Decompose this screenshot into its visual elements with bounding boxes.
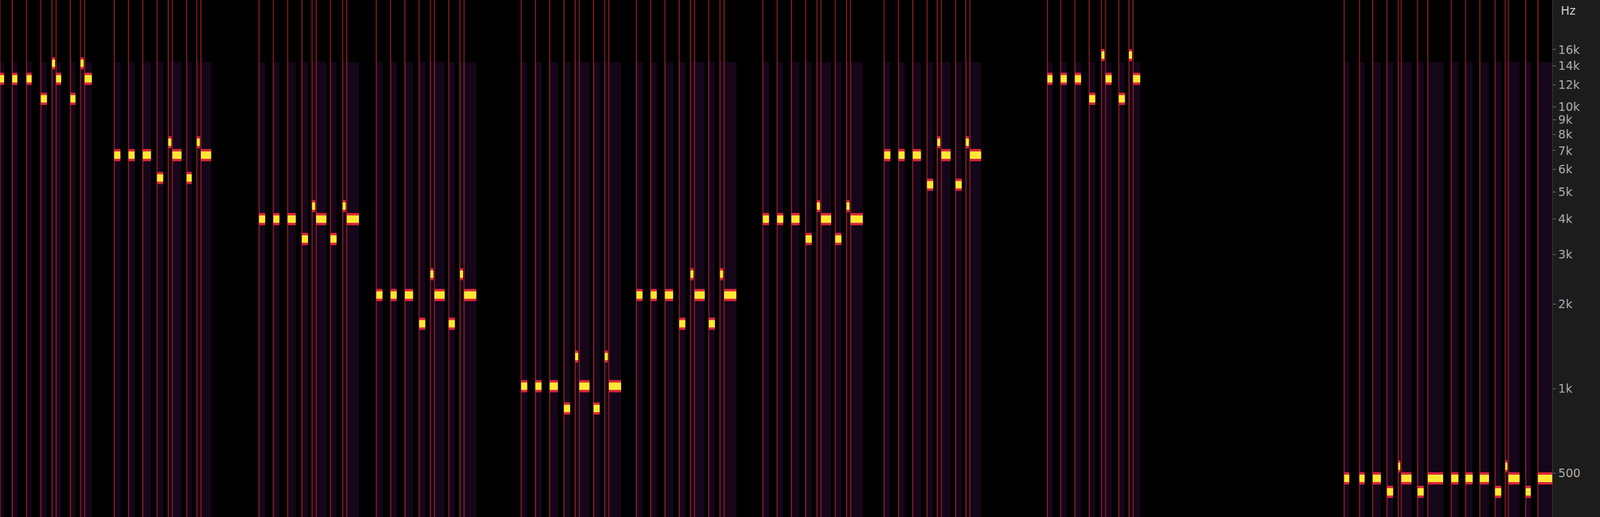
svg-text:3k: 3k — [1558, 247, 1573, 261]
svg-text:5k: 5k — [1558, 184, 1573, 199]
svg-text:2k: 2k — [1558, 297, 1573, 311]
svg-text:6k: 6k — [1558, 162, 1573, 176]
svg-text:16k: 16k — [1558, 42, 1580, 57]
svg-text:10k: 10k — [1558, 99, 1580, 114]
svg-text:500: 500 — [1558, 466, 1581, 480]
svg-text:1k: 1k — [1558, 381, 1573, 396]
svg-text:14k: 14k — [1558, 58, 1580, 73]
svg-text:4k: 4k — [1558, 211, 1573, 226]
svg-text:12k: 12k — [1558, 77, 1580, 92]
svg-text:Hz: Hz — [1560, 3, 1576, 18]
svg-text:9k: 9k — [1558, 112, 1573, 127]
svg-text:7k: 7k — [1558, 143, 1573, 158]
svg-text:8k: 8k — [1558, 127, 1573, 141]
